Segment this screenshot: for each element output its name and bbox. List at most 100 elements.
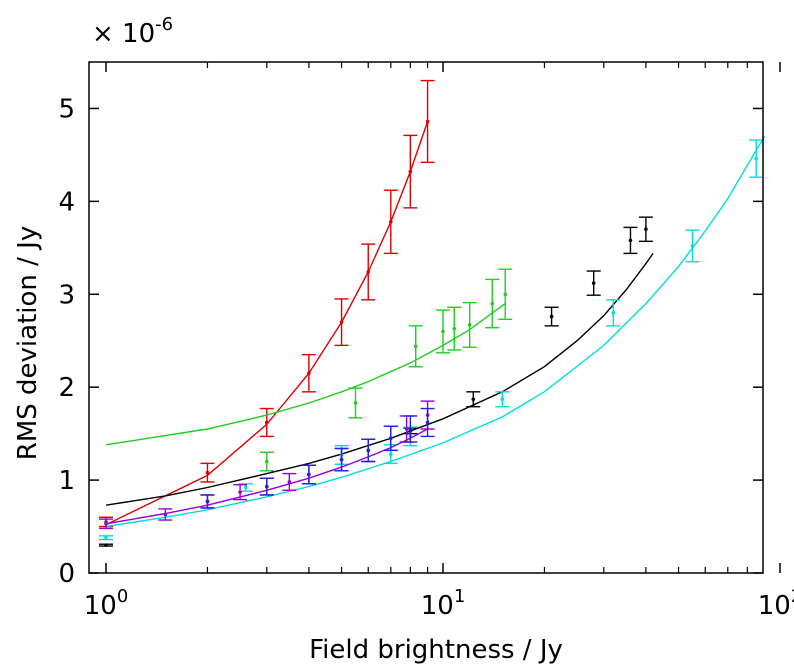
point-marker	[287, 480, 292, 484]
data-point	[158, 508, 173, 521]
fit-curve	[105, 135, 766, 528]
point-marker	[388, 452, 393, 456]
point-marker	[490, 301, 495, 306]
point-marker	[404, 427, 409, 431]
data-point	[99, 535, 113, 541]
data-point	[420, 79, 435, 164]
y-tick-label: 5	[58, 94, 75, 124]
y-tick-label: 3	[58, 280, 75, 310]
x-tick-base: 10	[758, 591, 791, 621]
point-marker	[500, 397, 505, 402]
point-marker	[690, 244, 695, 248]
data-point	[466, 391, 481, 408]
point-marker	[104, 543, 108, 547]
data-point	[485, 278, 500, 329]
point-marker	[238, 490, 242, 494]
data-point	[200, 462, 215, 483]
point-marker	[264, 484, 269, 489]
point-marker	[244, 485, 248, 490]
y-axis-label: RMS deviation / Jy	[13, 226, 43, 460]
data-point	[623, 226, 638, 255]
data-point	[495, 391, 510, 408]
series-5	[200, 407, 435, 509]
point-marker	[441, 329, 445, 334]
point-marker	[264, 459, 269, 464]
plot-layer	[99, 79, 766, 547]
point-marker	[307, 371, 311, 376]
point-marker	[388, 436, 393, 441]
axis-ticks: 012345100101102	[58, 62, 794, 621]
point-marker	[754, 156, 759, 161]
fit-curve	[105, 303, 506, 446]
data-point	[462, 301, 477, 348]
point-marker	[339, 457, 344, 462]
data-point	[420, 407, 435, 438]
point-marker	[591, 281, 596, 285]
point-marker	[549, 314, 554, 319]
data-point	[544, 306, 559, 327]
y-tick-label: 1	[58, 466, 75, 496]
point-marker	[611, 311, 616, 315]
data-point	[259, 451, 274, 472]
data-point	[301, 353, 316, 393]
data-point	[685, 229, 700, 263]
point-marker	[307, 472, 311, 477]
point-marker	[104, 535, 108, 540]
data-point	[259, 407, 274, 438]
multiplier-exponent: -6	[155, 14, 173, 35]
data-point	[586, 270, 601, 296]
data-point	[408, 325, 423, 368]
point-marker	[388, 220, 393, 224]
data-point	[361, 243, 376, 301]
point-marker	[503, 292, 508, 297]
data-point	[99, 518, 113, 530]
data-point	[348, 387, 363, 419]
point-marker	[425, 119, 430, 124]
data-point	[638, 216, 653, 243]
data-point	[383, 425, 398, 452]
fit-curve	[105, 428, 428, 525]
point-marker	[471, 397, 476, 402]
point-marker	[339, 320, 344, 324]
x-tick-exponent: 1	[454, 586, 465, 607]
series-1	[105, 268, 513, 472]
data-point	[99, 543, 113, 547]
point-marker	[467, 323, 472, 327]
y-tick-label: 2	[58, 373, 75, 403]
plot-frame	[88, 61, 764, 574]
series-0	[99, 79, 435, 528]
series-3	[99, 135, 766, 541]
x-tick-label: 100	[84, 586, 129, 621]
x-tick-label: 101	[421, 586, 466, 621]
data-point	[334, 447, 349, 472]
point-marker	[413, 344, 418, 349]
data-point	[606, 299, 621, 327]
point-marker	[425, 420, 430, 425]
point-marker	[644, 227, 648, 232]
x-tick-label: 102	[758, 586, 794, 621]
data-point	[282, 472, 297, 492]
point-marker	[264, 420, 269, 425]
point-marker	[408, 427, 413, 431]
point-marker	[205, 499, 210, 504]
point-marker	[408, 169, 413, 174]
point-marker	[353, 401, 358, 405]
series-2	[99, 216, 654, 547]
point-marker	[104, 521, 108, 526]
data-point	[749, 139, 764, 178]
point-marker	[205, 470, 210, 475]
data-point	[200, 494, 215, 509]
data-point	[361, 438, 376, 463]
point-marker	[628, 238, 633, 243]
x-tick-exponent: 0	[117, 586, 128, 607]
point-marker	[163, 512, 168, 517]
data-point	[259, 477, 274, 496]
data-point	[383, 189, 398, 255]
data-point	[403, 134, 418, 209]
data-point	[436, 309, 450, 354]
x-tick-base: 10	[421, 591, 454, 621]
data-point	[233, 484, 248, 501]
point-marker	[452, 326, 457, 331]
data-point	[498, 268, 513, 321]
